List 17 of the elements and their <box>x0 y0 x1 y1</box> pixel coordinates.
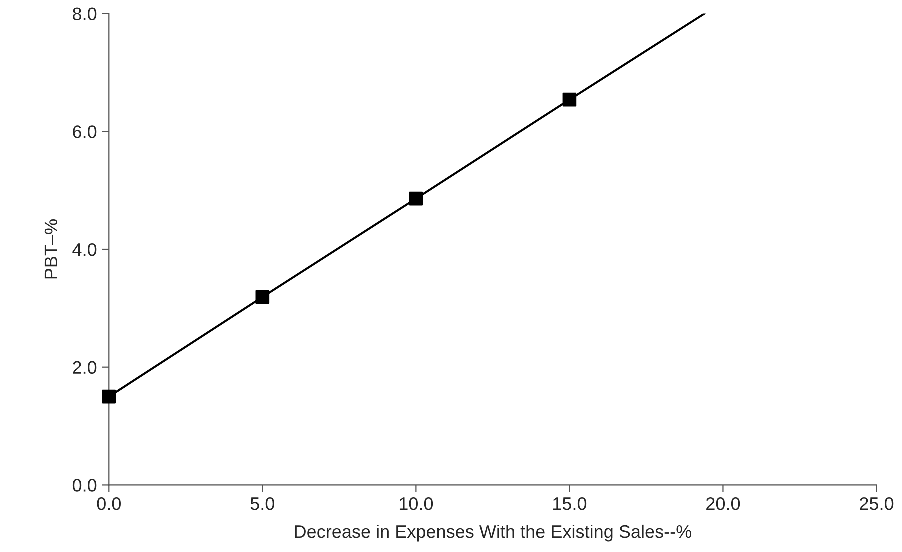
x-tick-label: 15.0 <box>554 497 587 510</box>
x-tick-label: 25.0 <box>860 497 894 510</box>
point <box>256 290 270 304</box>
x-tick-label: 10.0 <box>400 497 434 510</box>
point <box>562 92 577 107</box>
y-tick-label: 2.0 <box>73 361 97 374</box>
x-tick-label: 0.0 <box>97 497 121 510</box>
x-tick-label: 20.0 <box>706 497 740 510</box>
y-tick-label: 8.0 <box>73 8 97 21</box>
y-tick-label: 0.0 <box>72 479 97 492</box>
y-tick-label: 6.0 <box>73 126 97 138</box>
point <box>102 390 116 404</box>
x-axis-title: Decrease in Expenses With the Existing Sales--% <box>295 524 692 542</box>
y-axis-title: PBT–% <box>44 220 58 279</box>
y-tick-label: 4.0 <box>72 243 97 256</box>
x-tick-label: 5.0 <box>250 497 275 510</box>
point <box>409 192 424 206</box>
